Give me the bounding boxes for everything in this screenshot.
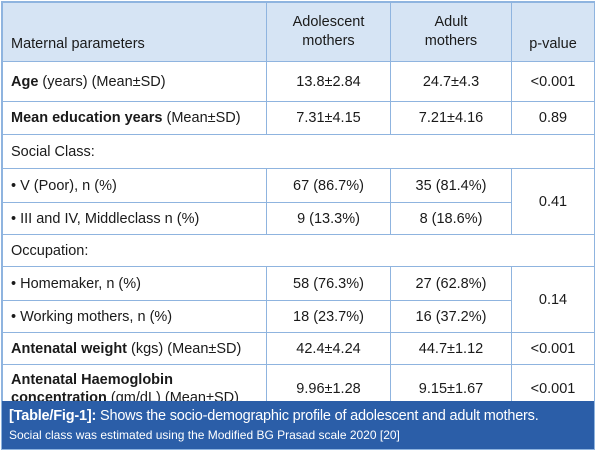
cell-p-value: <0.001 [511, 332, 595, 365]
header-adolescent-mothers: Adolescent mothers [266, 2, 391, 62]
label-normal: (years) (Mean±SD) [38, 73, 166, 90]
cell-p-value-social-class: 0.41 [511, 168, 595, 235]
cell-adolescent: 13.8±2.84 [266, 61, 391, 102]
cell-adult: 44.7±1.12 [390, 332, 512, 365]
table-row-education: Mean education years (Mean±SD) 7.31±4.15… [2, 101, 595, 135]
data-table: Maternal parameters Adolescent mothers A… [2, 2, 595, 414]
cell-adolescent: 58 (76.3%) [266, 266, 391, 301]
cell-adult: 8 (18.6%) [390, 202, 512, 235]
label-bold: Antenatal weight [11, 340, 128, 357]
row-label-class-v: • V (Poor), n (%) [2, 168, 267, 203]
cell-adult: 35 (81.4%) [390, 168, 512, 203]
table-header-row: Maternal parameters Adolescent mothers A… [2, 2, 595, 62]
table-row-class-iii-iv: • III and IV, Middleclass n (%) 9 (13.3%… [2, 202, 595, 235]
row-label-working-mothers: • Working mothers, n (%) [2, 300, 267, 333]
caption-tag: [Table/Fig-1]: [9, 408, 97, 424]
section-heading-occupation: Occupation: [2, 234, 595, 267]
header-adult-mothers: Adult mothers [390, 2, 512, 62]
header-adult-line1: Adult [434, 14, 468, 30]
caption-note: Social class was estimated using the Mod… [9, 428, 400, 442]
cell-adult: 24.7±4.3 [390, 61, 512, 102]
cell-adult: 7.21±4.16 [390, 101, 512, 135]
cell-adult: 27 (62.8%) [390, 266, 512, 301]
header-adult-line2: mothers [424, 33, 478, 49]
label-bold: Age [11, 73, 39, 90]
row-label-education: Mean education years (Mean±SD) [2, 101, 267, 135]
label-normal: (Mean±SD) [162, 110, 241, 126]
label-bold: Mean education years [11, 110, 163, 126]
section-heading-social-class: Social Class: [2, 134, 595, 169]
header-adolescent-line2: mothers [302, 33, 355, 49]
table-row-occupation-heading: Occupation: [2, 234, 595, 267]
row-label-weight: Antenatal weight (kgs) (Mean±SD) [2, 332, 267, 365]
table-row-weight: Antenatal weight (kgs) (Mean±SD) 42.4±4.… [2, 332, 595, 365]
table-row-social-class-heading: Social Class: [2, 134, 595, 169]
row-label-homemaker: • Homemaker, n (%) [2, 266, 267, 301]
header-maternal-parameters: Maternal parameters [2, 2, 267, 62]
cell-p-value: 0.89 [511, 101, 595, 135]
cell-p-value-occupation: 0.14 [511, 266, 595, 333]
table-row-class-v: • V (Poor), n (%) 67 (86.7%) 35 (81.4%) … [2, 168, 595, 235]
row-label-class-iii-iv: • III and IV, Middleclass n (%) [2, 202, 267, 235]
cell-adolescent: 9 (13.3%) [266, 202, 391, 235]
cell-adult: 16 (37.2%) [390, 300, 512, 333]
table-row-homemaker: • Homemaker, n (%) 58 (76.3%) 27 (62.8%)… [2, 266, 595, 333]
label-bold-line1: Antenatal Haemoglobin [11, 372, 173, 388]
caption-line: [Table/Fig-1]: Shows the socio-demograph… [9, 407, 586, 426]
label-normal: (kgs) (Mean±SD) [127, 340, 242, 357]
cell-p-value: <0.001 [511, 61, 595, 102]
cell-adolescent: 42.4±4.24 [266, 332, 391, 365]
header-p-value: p-value [511, 2, 595, 62]
caption-text: Shows the socio-demographic profile of a… [96, 408, 539, 424]
header-adolescent-line1: Adolescent [292, 14, 365, 30]
row-label-age: Age (years) (Mean±SD) [2, 61, 267, 102]
cell-adolescent: 18 (23.7%) [266, 300, 391, 333]
table-row-working-mothers: • Working mothers, n (%) 18 (23.7%) 16 (… [2, 300, 595, 333]
table-caption: [Table/Fig-1]: Shows the socio-demograph… [2, 401, 594, 449]
cell-adolescent: 67 (86.7%) [266, 168, 391, 203]
table-row-age: Age (years) (Mean±SD) 13.8±2.84 24.7±4.3… [2, 61, 595, 102]
cell-adolescent: 7.31±4.15 [266, 101, 391, 135]
